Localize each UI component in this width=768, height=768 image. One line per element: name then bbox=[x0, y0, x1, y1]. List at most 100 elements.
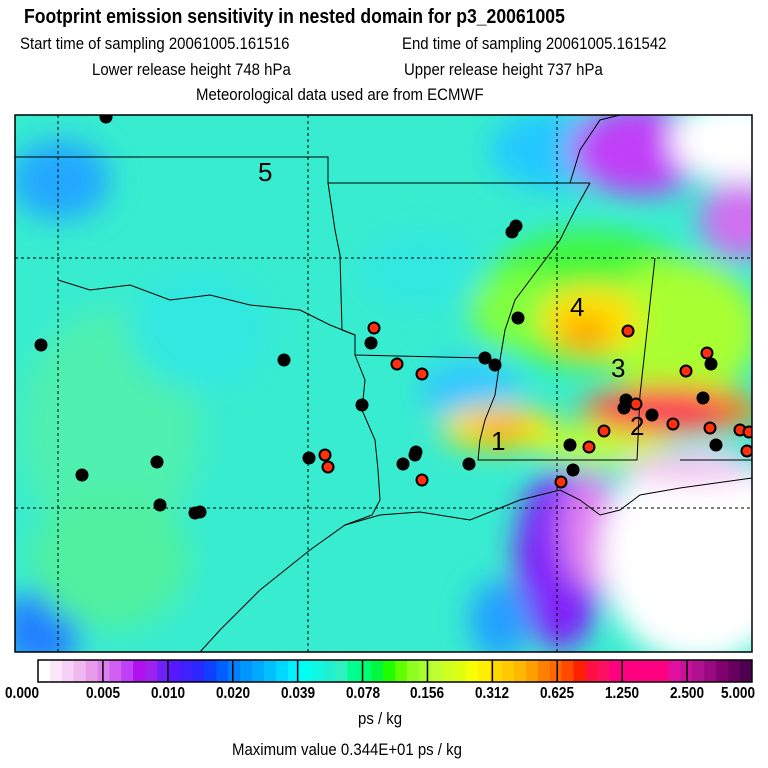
map-frame bbox=[14, 114, 753, 653]
site-marker-red bbox=[740, 444, 752, 458]
colorbar-swatch bbox=[192, 660, 206, 682]
colorbar-swatch bbox=[371, 660, 384, 682]
upper-release-height: Upper release height 737 hPa bbox=[404, 60, 603, 79]
colorbar-tick-label: 0.039 bbox=[280, 685, 315, 702]
colorbar-tick-label: 0.312 bbox=[475, 685, 510, 702]
state-borders bbox=[15, 115, 752, 652]
colorbar-swatch bbox=[656, 660, 670, 682]
colorbar-swatch bbox=[418, 660, 432, 682]
site-marker-black bbox=[193, 505, 207, 519]
colorbar-swatch bbox=[61, 660, 75, 682]
site-marker-red bbox=[621, 324, 635, 338]
colorbar-swatch bbox=[644, 660, 658, 682]
colorbar-swatch bbox=[514, 660, 527, 682]
colorbar-swatch bbox=[97, 660, 110, 682]
colorbar-swatch bbox=[728, 660, 741, 682]
site-marker-black bbox=[696, 391, 710, 405]
met-data-source: Meteorological data used are from ECMWF bbox=[196, 85, 484, 104]
colorbar-swatch bbox=[240, 660, 253, 682]
colorbar-swatch bbox=[466, 660, 479, 682]
region-label-4: 4 bbox=[570, 292, 584, 322]
colorbar-border bbox=[37, 659, 753, 683]
colorbar-swatch bbox=[359, 660, 372, 682]
colorbar-swatch bbox=[276, 660, 289, 682]
region-label-2: 2 bbox=[630, 411, 644, 441]
site-marker-black bbox=[704, 357, 718, 371]
lower-release-height: Lower release height 748 hPa bbox=[92, 60, 291, 79]
colorbar-swatch bbox=[561, 660, 574, 682]
site-markers-black bbox=[34, 115, 723, 520]
sensitivity-field: 1 2 3 4 5 bbox=[15, 115, 752, 652]
colorbar-swatch bbox=[323, 660, 336, 682]
colorbar-swatch bbox=[335, 660, 348, 682]
site-marker-black bbox=[563, 438, 577, 452]
site-marker-red bbox=[666, 417, 680, 431]
colorbar-tick-label: 0.020 bbox=[215, 685, 250, 702]
colorbar-swatch bbox=[573, 660, 586, 682]
colorbar-tick-label: 2.500 bbox=[670, 685, 705, 702]
site-marker-black bbox=[364, 336, 378, 350]
site-marker-red bbox=[629, 397, 643, 411]
colorbar-swatch bbox=[85, 660, 98, 682]
colorbar-tick-label: 0.000 bbox=[4, 685, 40, 702]
colorbar-swatch bbox=[597, 660, 610, 682]
colorbar-swatch bbox=[383, 660, 396, 682]
colorbar-swatch bbox=[549, 660, 563, 682]
colorbar-tick-label: 0.078 bbox=[345, 685, 380, 702]
region-label-5: 5 bbox=[258, 157, 272, 187]
site-marker-black bbox=[409, 445, 423, 459]
region-label-3: 3 bbox=[611, 353, 625, 383]
colorbar bbox=[37, 659, 753, 683]
site-marker-red bbox=[318, 448, 332, 462]
site-marker-black bbox=[462, 457, 476, 471]
colorbar-swatch bbox=[633, 660, 646, 682]
site-marker-red bbox=[582, 440, 596, 454]
colorbar-swatch bbox=[73, 660, 87, 682]
site-marker-black bbox=[150, 455, 164, 469]
site-marker-black bbox=[277, 353, 291, 367]
colorbar-unit: ps / kg bbox=[358, 709, 403, 728]
colorbar-swatch bbox=[525, 660, 539, 682]
colorbar-swatch bbox=[109, 660, 122, 682]
colorbar-swatch bbox=[216, 660, 229, 682]
colorbar-swatch bbox=[454, 660, 467, 682]
colorbar-swatch bbox=[490, 660, 503, 682]
colorbar-swatch bbox=[287, 660, 301, 682]
lat-lon-grid bbox=[15, 115, 752, 652]
site-marker-red bbox=[321, 460, 335, 474]
site-marker-black bbox=[34, 338, 48, 352]
site-marker-black bbox=[478, 351, 492, 365]
colorbar-swatch bbox=[704, 660, 717, 682]
region-labels: 1 2 3 4 5 bbox=[258, 157, 644, 456]
site-marker-red bbox=[597, 424, 611, 438]
site-marker-black bbox=[566, 463, 580, 477]
colorbar-tick-label: 1.250 bbox=[605, 685, 640, 702]
colorbar-tick-label: 0.005 bbox=[85, 685, 120, 702]
site-marker-red bbox=[390, 357, 404, 371]
site-marker-black bbox=[355, 398, 369, 412]
colorbar-swatch bbox=[49, 660, 63, 682]
plot-title: Footprint emission sensitivity in nested… bbox=[24, 6, 565, 28]
colorbar-swatch bbox=[180, 660, 194, 682]
colorbar-tick-label: 5.000 bbox=[720, 685, 756, 702]
site-marker-red bbox=[415, 473, 429, 487]
site-marker-red bbox=[554, 475, 568, 489]
colorbar-swatch bbox=[252, 660, 265, 682]
colorbar-swatch bbox=[157, 660, 170, 682]
colorbar-swatch bbox=[228, 660, 241, 682]
site-marker-black bbox=[99, 115, 113, 124]
colorbar-swatch bbox=[668, 660, 682, 682]
colorbar-swatch bbox=[585, 660, 598, 682]
site-marker-black bbox=[75, 468, 89, 482]
colorbar-swatch bbox=[502, 660, 515, 682]
region-label-1: 1 bbox=[491, 426, 505, 456]
colorbar-tick-label: 0.625 bbox=[540, 685, 575, 702]
colorbar-tick-label: 0.156 bbox=[410, 685, 445, 702]
colorbar-swatch bbox=[406, 660, 420, 682]
site-marker-red bbox=[415, 367, 429, 381]
site-marker-black bbox=[645, 408, 659, 422]
colorbar-swatch bbox=[442, 660, 455, 682]
colorbar-swatch bbox=[204, 660, 217, 682]
colorbar-swatch bbox=[168, 660, 182, 682]
